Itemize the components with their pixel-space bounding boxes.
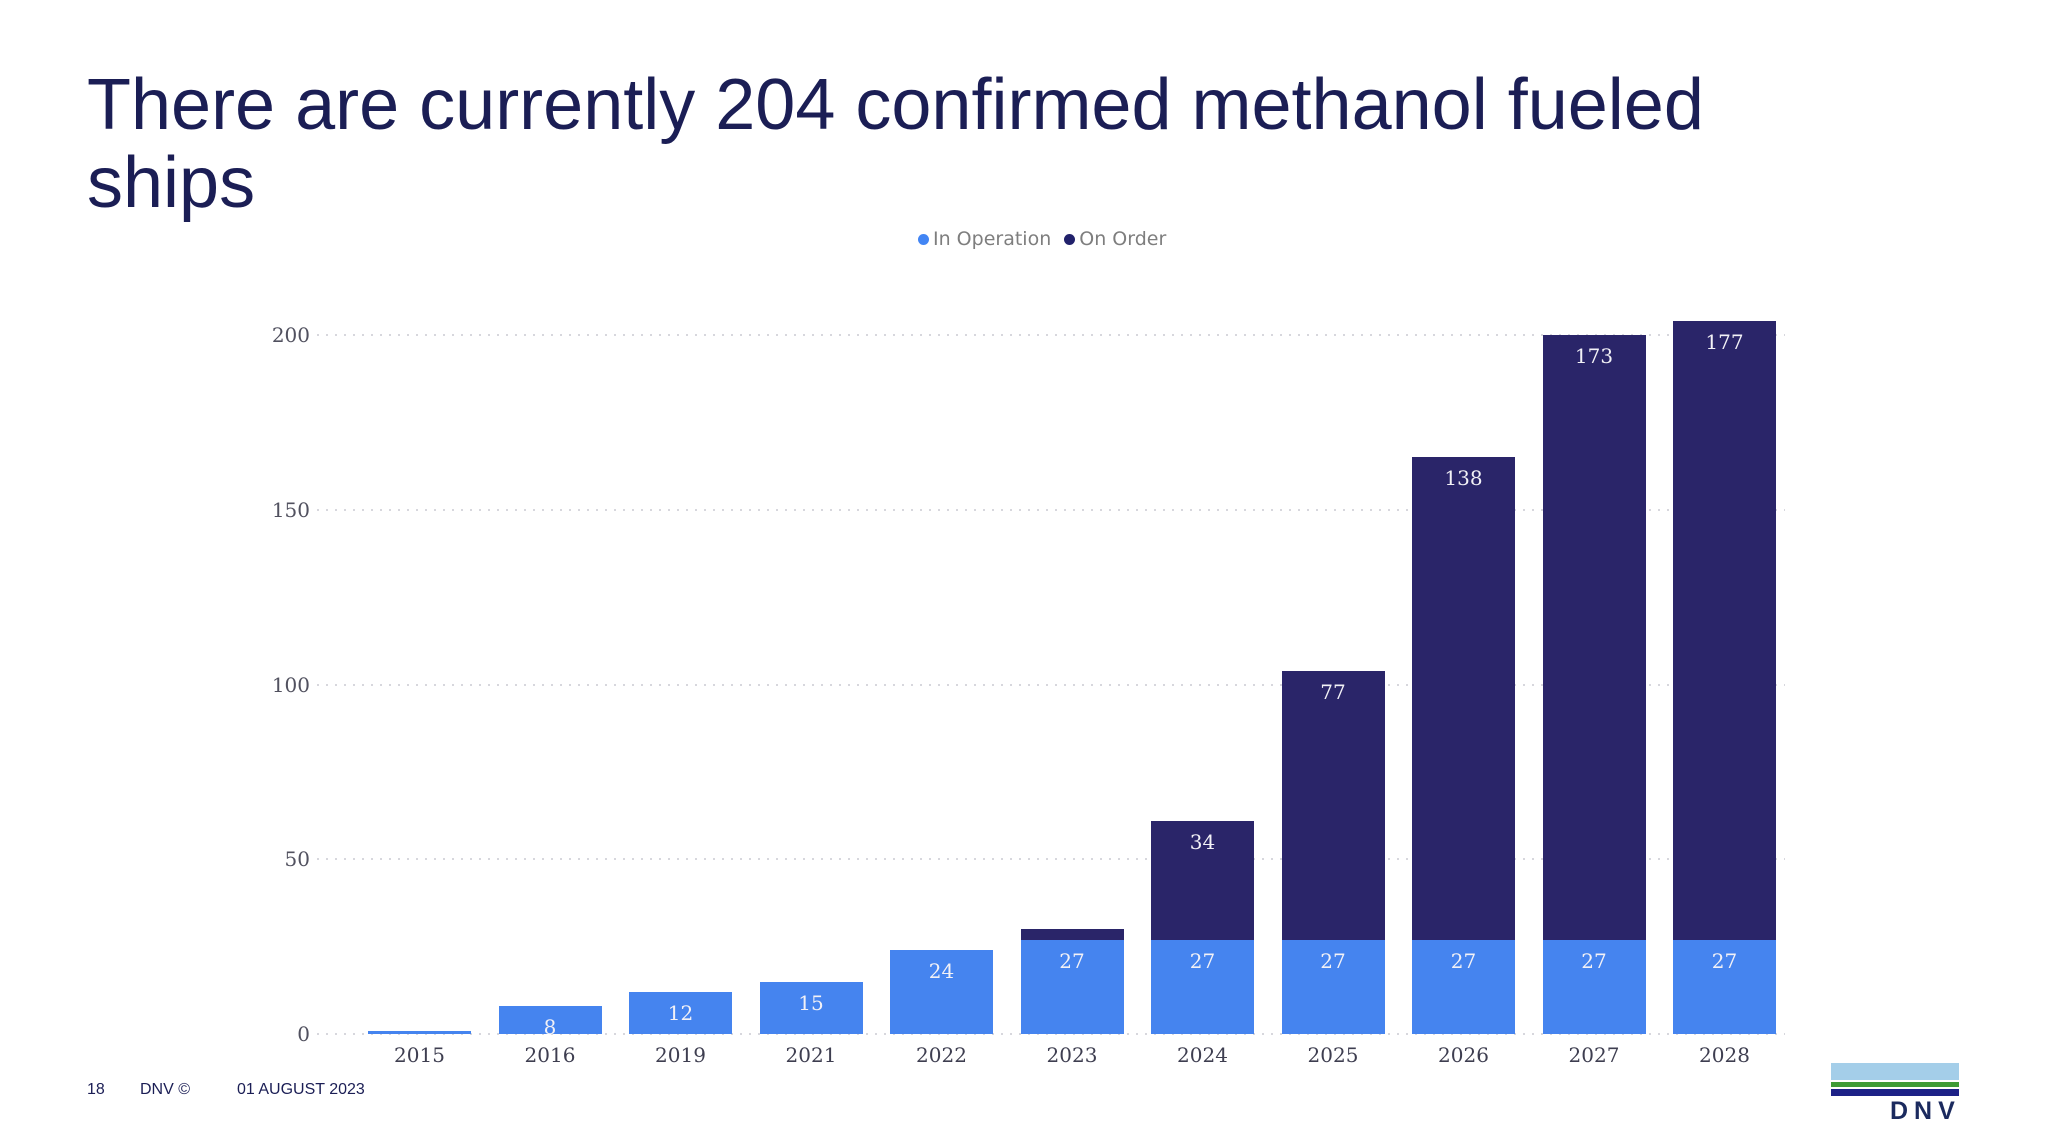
bar-value-label: 24	[928, 959, 955, 984]
legend-dot-icon	[918, 233, 929, 245]
legend-item: On Order	[1064, 228, 1166, 250]
bar-value-label: 27	[1320, 948, 1346, 973]
x-tick-label: 2023	[1046, 1043, 1098, 1067]
bar-value-label: 8	[543, 1015, 557, 1040]
x-tick-label: 2028	[1699, 1043, 1750, 1067]
bar-value-label: 138	[1444, 466, 1483, 491]
y-tick-label: 0	[297, 1022, 310, 1046]
y-tick-label: 50	[284, 847, 310, 872]
x-tick-label: 2019	[655, 1043, 706, 1067]
y-tick-label: 200	[271, 323, 310, 347]
legend-label: On Order	[1079, 228, 1167, 250]
bar-value-label: 173	[1574, 344, 1614, 368]
logo-bar-green	[1831, 1082, 1959, 1087]
bar-segment	[1151, 939, 1254, 1034]
chart-legend: In Operation On Order	[918, 228, 1166, 250]
bar-value-label: 27	[1450, 948, 1477, 973]
bar-segment	[1151, 820, 1254, 940]
bar-value-label: 27	[1711, 948, 1738, 973]
bar-segment	[629, 992, 732, 1034]
legend-item: In Operation	[918, 228, 1051, 250]
copyright-text: DNV ©	[140, 1081, 191, 1098]
bar-value-label: 77	[1320, 679, 1346, 704]
bar-segment	[1673, 321, 1776, 940]
bar-value-label: 27	[1059, 948, 1085, 973]
bar-segment	[498, 1006, 602, 1034]
footer-date: 01 AUGUST 2023	[237, 1081, 365, 1098]
logo-bar-navy	[1831, 1089, 1959, 1096]
bar-segment	[759, 981, 863, 1034]
x-tick-label: 2026	[1438, 1043, 1489, 1067]
gridline	[317, 1033, 1785, 1035]
bar-segment	[1412, 939, 1515, 1034]
bar-value-label: 15	[798, 990, 824, 1015]
gridline	[317, 858, 1785, 861]
bar-segment	[1020, 929, 1124, 940]
bar-value-label: 12	[667, 1001, 694, 1026]
bar-segment	[1281, 670, 1385, 940]
gridline	[317, 508, 1785, 511]
bar-segment	[1412, 457, 1515, 940]
y-tick-label: 150	[271, 497, 310, 522]
x-tick-label: 2025	[1307, 1043, 1359, 1067]
x-tick-label: 2024	[1177, 1043, 1228, 1067]
bar-segment	[368, 1030, 471, 1034]
bar-value-label: 177	[1705, 330, 1744, 355]
y-tick-label: 100	[271, 672, 310, 697]
legend-dot-icon	[1064, 233, 1076, 245]
legend-label: In Operation	[933, 228, 1052, 250]
bar-segment	[1673, 939, 1776, 1034]
bar-value-label: 27	[1189, 948, 1216, 973]
x-tick-label: 2015	[394, 1043, 445, 1067]
gridline	[317, 334, 1785, 336]
bar-segment	[1542, 939, 1646, 1034]
x-tick-label: 2016	[524, 1043, 576, 1067]
x-tick-label: 2027	[1568, 1043, 1620, 1067]
x-tick-label: 2022	[916, 1043, 967, 1067]
logo-bar-lightblue	[1831, 1063, 1959, 1080]
bar-segment	[1281, 939, 1385, 1034]
bar-segment	[1020, 939, 1124, 1034]
page-title: There are currently 204 confirmed methan…	[87, 65, 1704, 223]
logo-text: DNV	[1890, 1097, 1961, 1125]
x-tick-label: 2021	[785, 1043, 837, 1067]
bar-value-label: 34	[1189, 829, 1216, 854]
page-number: 18	[87, 1081, 105, 1098]
bar-segment	[1542, 335, 1646, 940]
gridline	[317, 683, 1785, 686]
bar-value-label: 27	[1581, 948, 1607, 973]
bar-segment	[890, 950, 993, 1034]
